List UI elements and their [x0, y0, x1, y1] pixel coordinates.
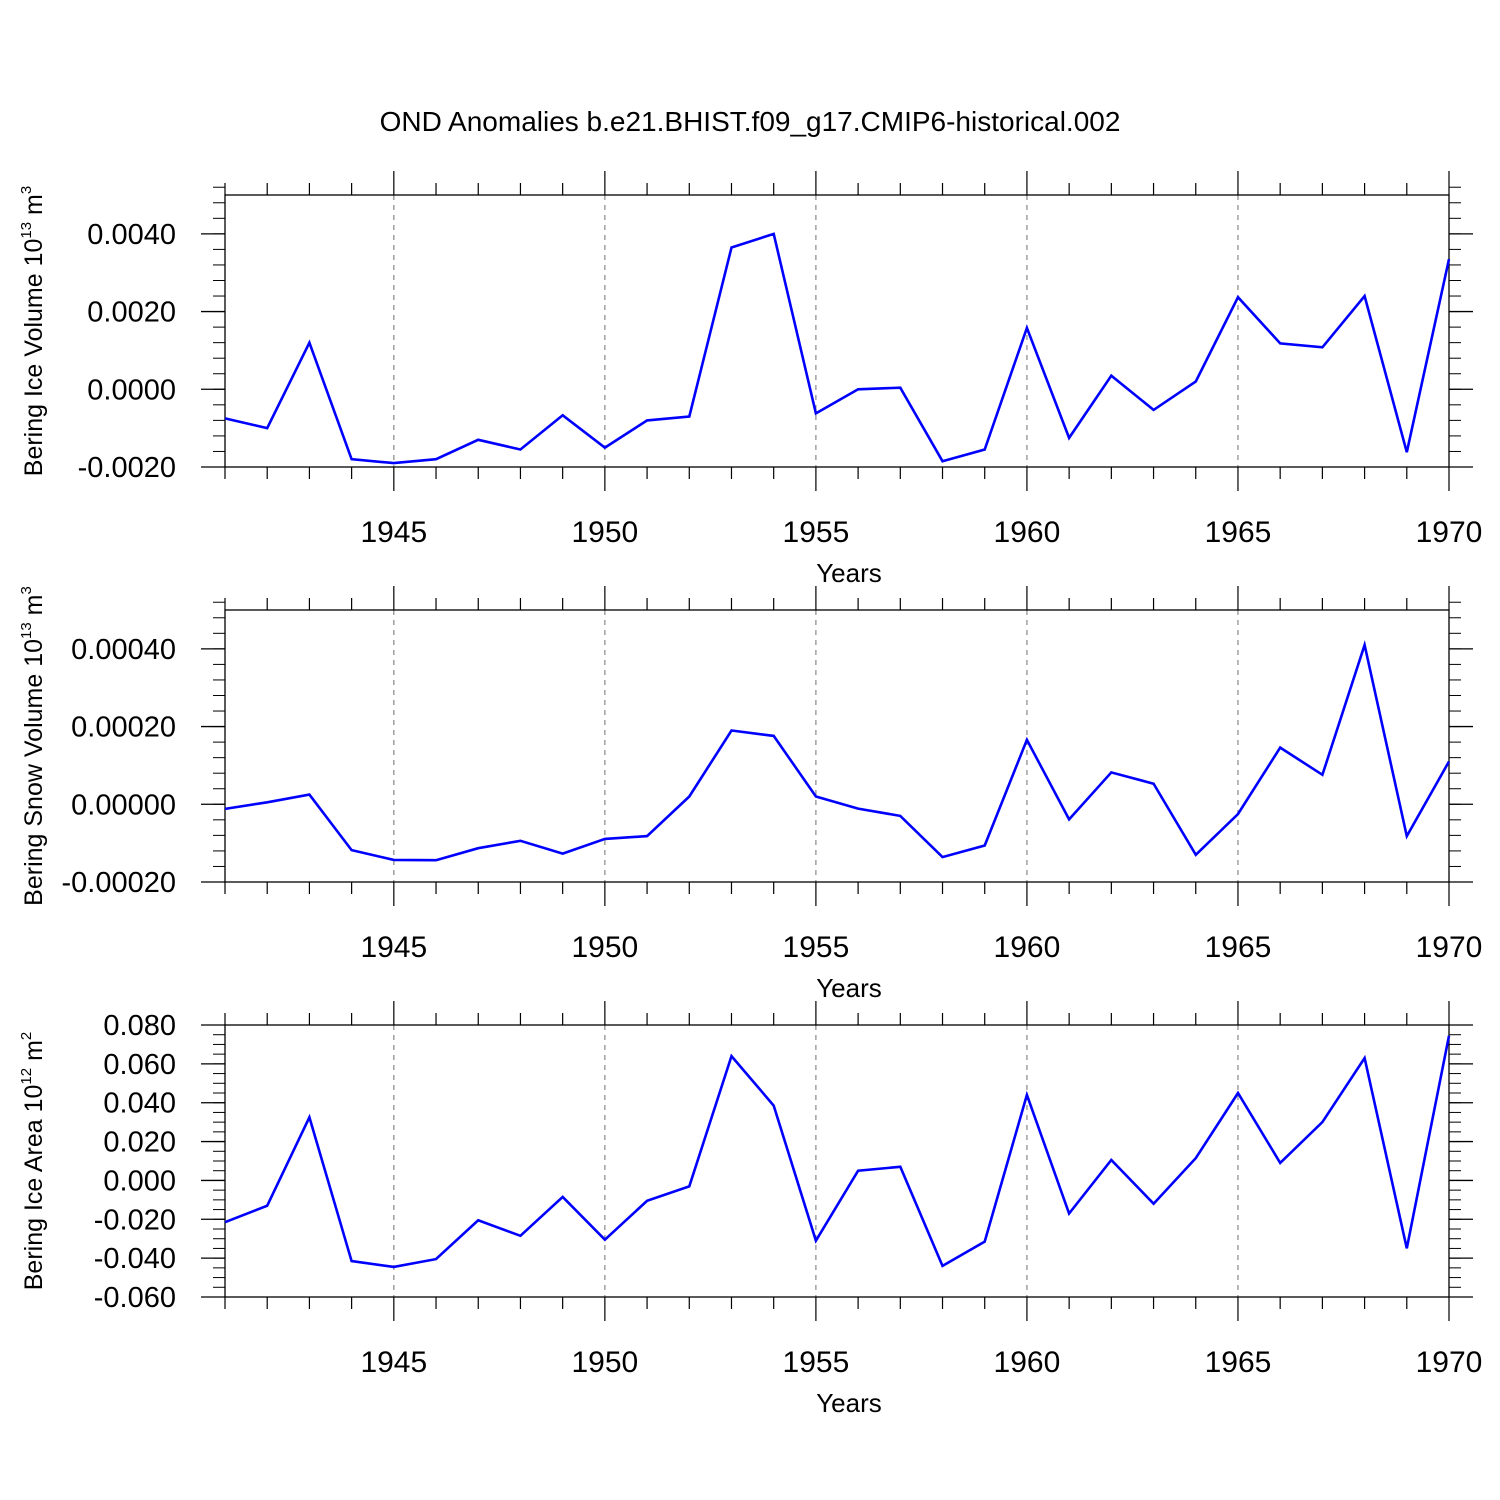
x-axis-label: Years: [816, 1388, 882, 1418]
chart-panel-snow-volume: -0.00020 0.00000 0.00020 0.00040 1945 1950 195…: [18, 586, 1482, 1003]
chart-panel-ice-volume: -0.0020 0.0000 0.0020 0.0040 1945 1950 1955 196…: [18, 171, 1482, 588]
x-tick-label: 1970: [1416, 931, 1483, 964]
x-tick-label: 1950: [571, 516, 638, 549]
y-tick-label: 0.000: [103, 1165, 176, 1197]
x-tick-label: 1965: [1205, 931, 1272, 964]
x-tick-label: 1960: [994, 516, 1061, 549]
series-line: [224, 640, 1451, 862]
y-tick-label: 0.00000: [71, 789, 176, 821]
figure-title: OND Anomalies b.e21.BHIST.f09_g17.CMIP6-…: [380, 106, 1121, 137]
x-tick-label: 1955: [783, 516, 850, 549]
y-axis-label: Bering Ice Volume 1013 m3: [18, 186, 48, 476]
y-tick-label: 0.00040: [71, 634, 176, 666]
y-tick-label: -0.0020: [78, 452, 176, 484]
x-axis-label: Years: [816, 558, 882, 588]
y-axis-label-unit: m: [20, 595, 48, 623]
series-line: [224, 1035, 1451, 1269]
y-axis-label: Bering Snow Volume 1013 m3: [18, 586, 48, 906]
y-tick-label: 0.020: [103, 1127, 176, 1159]
y-axis-label-exponent: 13: [18, 222, 35, 239]
y-axis-label-unit: m: [20, 194, 48, 222]
y-axis-label-exponent: 12: [18, 1068, 35, 1085]
plot-frame: [224, 1024, 1450, 1298]
x-tick-label: 1945: [360, 516, 427, 549]
y-axis-label-unit-exponent: 3: [18, 586, 35, 594]
x-tick-label: 1965: [1205, 1346, 1272, 1379]
x-tick-label: 1965: [1205, 516, 1272, 549]
x-axis-label: Years: [816, 973, 882, 1003]
x-tick-label: 1955: [783, 1346, 850, 1379]
chart-panel-ice-area: -0.060 -0.040 -0.020 0.000 0.020 0.040 0.060 0.…: [18, 1001, 1482, 1418]
y-tick-label: 0.080: [103, 1010, 176, 1042]
y-axis-label-text: Bering Snow Volume 10: [20, 639, 48, 906]
y-axis-label-unit-exponent: 3: [18, 186, 35, 194]
plot-frame: [224, 609, 1450, 883]
y-tick-label: 0.060: [103, 1049, 176, 1081]
y-axis-label-exponent: 13: [18, 622, 35, 639]
y-tick-label: 0.00020: [71, 712, 176, 744]
x-tick-label: 1970: [1416, 516, 1483, 549]
y-axis-label-unit-exponent: 2: [18, 1032, 35, 1040]
y-axis-label: Bering Ice Area 1012 m2: [18, 1032, 48, 1291]
x-tick-label: 1970: [1416, 1346, 1483, 1379]
x-tick-label: 1960: [994, 931, 1061, 964]
y-tick-label: 0.0020: [87, 297, 176, 329]
x-tick-label: 1950: [571, 931, 638, 964]
plot-frame: [224, 194, 1450, 468]
x-tick-label: 1945: [360, 1346, 427, 1379]
x-tick-label: 1945: [360, 931, 427, 964]
y-tick-label: 0.0000: [87, 374, 176, 406]
x-tick-label: 1960: [994, 1346, 1061, 1379]
y-axis-label-text: Bering Ice Volume 10: [20, 239, 48, 477]
y-tick-label: 0.040: [103, 1088, 176, 1120]
y-axis-label-text: Bering Ice Area 10: [20, 1085, 48, 1291]
y-tick-label: -0.060: [94, 1282, 176, 1314]
x-tick-label: 1950: [571, 1346, 638, 1379]
series-line: [224, 232, 1451, 465]
x-tick-label: 1955: [783, 931, 850, 964]
y-tick-label: -0.020: [94, 1204, 176, 1236]
y-axis-label-unit: m: [20, 1040, 48, 1068]
panels: -0.0020 0.0000 0.0020 0.0040 1945 1950 1955 196…: [18, 171, 1482, 1418]
y-tick-label: -0.00020: [62, 867, 177, 899]
y-tick-label: -0.040: [94, 1243, 176, 1275]
y-tick-label: 0.0040: [87, 219, 176, 251]
